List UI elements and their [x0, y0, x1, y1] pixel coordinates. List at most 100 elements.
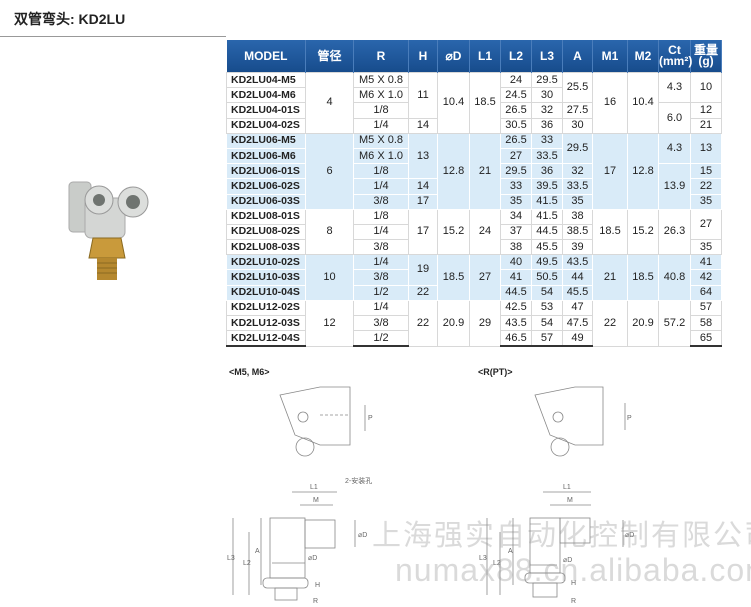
value-cell: 36: [531, 163, 563, 180]
value-cell: 35: [500, 193, 532, 210]
watermark-company: 上海强实自动化控制有限公司: [372, 520, 751, 552]
model-cell: KD2LU10-03S: [226, 269, 306, 286]
dim-d: ⌀D: [308, 555, 317, 562]
value-cell: 49: [562, 330, 593, 348]
value-cell: 33.5: [562, 178, 593, 195]
table-row: KD2LU08-03S 3/8 38 45.5 39 35: [226, 239, 722, 256]
value-cell: 13: [690, 132, 722, 165]
value-cell: 15.2: [437, 208, 470, 256]
value-cell: M5 X 0.8: [353, 71, 409, 89]
value-cell: 17: [592, 132, 628, 210]
column-header: L2: [500, 40, 532, 73]
value-cell: 41.5: [531, 193, 563, 210]
value-cell: 1/2: [353, 284, 409, 301]
value-cell: 22: [408, 299, 438, 347]
dim-d-top: ⌀D: [358, 532, 367, 539]
value-cell: 35: [690, 239, 722, 256]
value-cell: 43.5: [562, 254, 593, 271]
value-cell: 41.5: [531, 208, 563, 225]
value-cell: 30: [531, 87, 563, 104]
value-cell: 64: [690, 284, 722, 301]
value-cell: 1/4: [353, 178, 409, 195]
value-cell: 45.5: [562, 284, 593, 301]
value-cell: 1/4: [353, 254, 409, 271]
value-cell: 11: [408, 72, 438, 119]
value-cell: 22: [690, 178, 722, 195]
value-cell: 1/4: [353, 223, 409, 241]
dim-m: M: [567, 497, 573, 504]
value-cell: 41: [500, 269, 532, 286]
drawing-r-pt: P L1 M ⌀D L3 L2 A ⌀D H R: [479, 386, 634, 605]
value-cell: 45.5: [531, 239, 563, 256]
table-row: KD2LU04-01S 1/8 26.5 32 27.5 6.0 12: [226, 102, 722, 134]
value-cell: 21: [690, 117, 722, 134]
value-cell: 12: [690, 102, 722, 119]
value-cell: 27: [690, 208, 722, 241]
table-row: KD2LU04-M6 M6 X 1.0 24.5 30: [226, 87, 722, 104]
value-cell: M6 X 1.0: [353, 87, 409, 104]
column-header: L1: [469, 40, 501, 73]
value-cell: 27: [500, 147, 532, 165]
value-cell: 13.9: [658, 163, 691, 210]
dim-l1: L1: [310, 484, 318, 491]
model-cell: KD2LU10-02S: [226, 254, 306, 271]
value-cell: 3/8: [353, 269, 409, 286]
model-cell: KD2LU06-M5: [226, 132, 306, 149]
value-cell: 1/8: [353, 102, 409, 119]
value-cell: 32: [562, 163, 593, 180]
table-row: KD2LU10-02S 10 1/4 19 18.5 27 40 49.5 43.5 21 18.5…: [226, 254, 722, 301]
value-cell: 3/8: [353, 193, 409, 210]
table-row: KD2LU10-03S 3/8 41 50.5 44 42: [226, 269, 722, 286]
value-cell: 40.8: [658, 254, 691, 301]
value-cell: 20.9: [437, 299, 470, 347]
value-cell: 65: [690, 330, 722, 348]
model-cell: KD2LU08-01S: [226, 208, 306, 225]
table-row: KD2LU06-M5 6 M5 X 0.8 13 12.8 21 26.5 33 29.5 17 1…: [226, 132, 722, 210]
value-cell: 24.5: [500, 87, 532, 104]
value-cell: 44.5: [500, 284, 532, 301]
value-cell: 14: [408, 178, 438, 195]
value-cell: 57: [690, 299, 722, 317]
dim-l2: L2: [493, 560, 501, 567]
value-cell: 10.4: [437, 72, 470, 134]
value-cell: 21: [592, 254, 628, 301]
dim-hole: 2-安装孔: [345, 476, 372, 485]
column-header: 管径: [305, 40, 354, 73]
model-cell: KD2LU06-02S: [226, 178, 306, 195]
watermark-site: numax88.cn.alibaba.com: [395, 552, 751, 588]
value-cell: 6: [305, 132, 354, 210]
model-cell: KD2LU12-03S: [226, 314, 306, 332]
value-cell: 54: [531, 314, 563, 332]
value-cell: 19: [408, 254, 438, 286]
value-cell: 33: [531, 132, 563, 149]
value-cell: 43.5: [500, 314, 532, 332]
column-header: ⌀D: [437, 40, 470, 73]
value-cell: 12: [305, 299, 354, 347]
r-thread-label: <R(PT)>: [478, 367, 513, 377]
model-cell: KD2LU06-M6: [226, 147, 306, 165]
value-cell: 3/8: [353, 239, 409, 256]
value-cell: 38.5: [562, 223, 593, 241]
table-row: KD2LU06-M6 M6 X 1.0 27 33.5: [226, 147, 722, 165]
value-cell: 34: [500, 208, 532, 225]
value-cell: 33.5: [531, 147, 563, 165]
value-cell: 35: [690, 193, 722, 210]
table-row: KD2LU04-02S 1/4 14 30.5 36 30 21: [226, 117, 722, 134]
column-header: M2: [627, 40, 659, 73]
value-cell: 26.5: [500, 132, 532, 149]
column-header: M1: [592, 40, 628, 73]
value-cell: 42.5: [500, 299, 532, 317]
drawing-m5-m6: P L1 M 2-安装孔 ⌀D L3 L2 A ⌀D H R: [227, 386, 373, 605]
value-cell: 57: [531, 330, 563, 348]
dim-l3: L3: [227, 555, 235, 562]
value-cell: 46.5: [500, 330, 532, 348]
value-cell: 22: [408, 284, 438, 301]
value-cell: 47.5: [562, 314, 593, 332]
dim-p: P: [627, 415, 632, 422]
value-cell: 10: [690, 71, 722, 104]
table-row: KD2LU10-04S 1/2 22 44.5 54 45.5 64: [226, 284, 722, 301]
value-cell: 25.5: [562, 71, 593, 104]
value-cell: 47: [562, 299, 593, 317]
value-cell: 42: [690, 269, 722, 286]
value-cell: 38: [562, 208, 593, 225]
